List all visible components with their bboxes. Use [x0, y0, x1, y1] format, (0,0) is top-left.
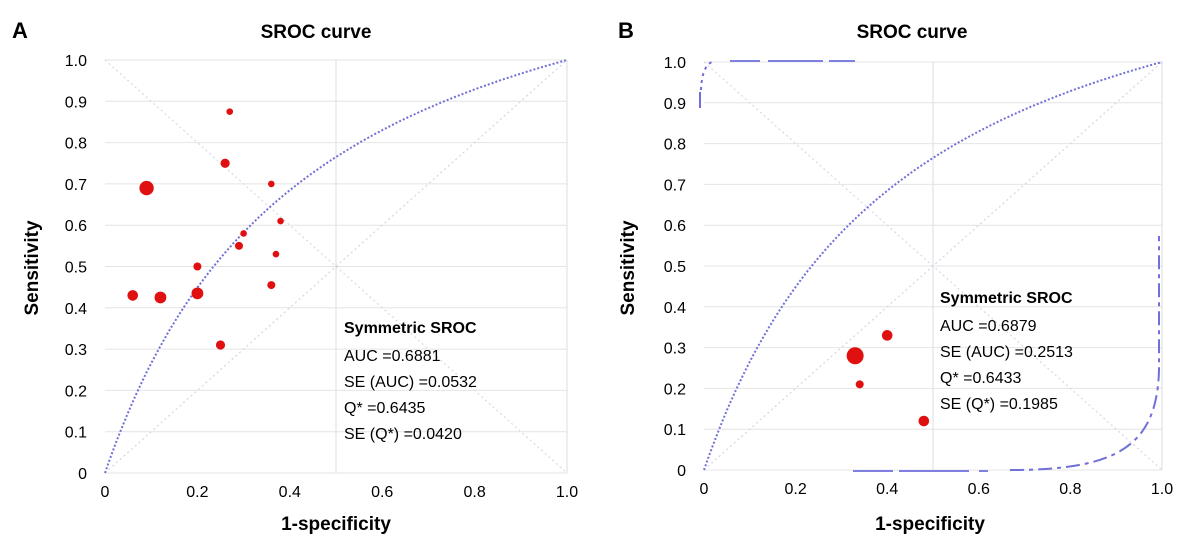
- x-tick-label: 0: [101, 484, 110, 501]
- x-tick-label: 0.4: [876, 481, 898, 498]
- y-tick-label: 0.9: [664, 96, 686, 113]
- study-point: [846, 347, 864, 365]
- study-points-a: [127, 108, 284, 350]
- y-tick-label: 1.0: [65, 53, 87, 70]
- study-point: [226, 108, 234, 115]
- y-tick-label: 0.8: [65, 136, 87, 153]
- panel-letter-b: B: [618, 18, 634, 43]
- y-tick-label: 0.7: [65, 177, 87, 194]
- stats-title-a: Symmetric SROC: [344, 320, 477, 337]
- boundary-line: [700, 61, 713, 91]
- stats-title-b: Symmetric SROC: [940, 290, 1073, 307]
- y-tick-label: 0.6: [664, 218, 686, 235]
- x-tick-label: 0.2: [186, 484, 208, 501]
- study-point: [268, 180, 275, 188]
- stats-q-b: Q* =0.6433: [940, 370, 1022, 387]
- panel-letter-a: A: [12, 18, 28, 43]
- boundary-lines-b: [699, 60, 1160, 472]
- study-point: [918, 415, 930, 427]
- x-tick-labels-b: 0 0.2 0.4 0.6 0.8 1.0: [700, 481, 1174, 498]
- stats-se-auc-a: SE (AUC) =0.0532: [344, 374, 477, 391]
- y-tick-label: 0.1: [664, 422, 686, 439]
- y-tick-label: 0.7: [664, 177, 686, 194]
- chart-title-b: SROC curve: [857, 22, 968, 43]
- diagonals-b: [703, 61, 1163, 471]
- study-point: [191, 287, 204, 300]
- sroc-curve-b: [703, 61, 1163, 471]
- y-tick-label: 0.2: [664, 381, 686, 398]
- q-star-diagonal: [104, 59, 568, 474]
- x-tick-label: 1.0: [556, 484, 578, 501]
- study-point: [277, 217, 284, 225]
- y-tick-label: 0.5: [664, 259, 686, 276]
- x-axis-label-a: 1-specificity: [281, 514, 391, 535]
- panel-b: B SROC curve 0 0.2 0.4 0.6 0.8 1.0 0 0.1…: [618, 18, 1173, 535]
- x-tick-label: 0.6: [968, 481, 990, 498]
- panel-a: A SROC curve 0 0.2 0.4 0.6 0.8 1.0 0 0.1…: [12, 18, 578, 535]
- y-tick-label: 0.2: [65, 383, 87, 400]
- study-point: [193, 262, 202, 271]
- x-tick-labels-a: 0 0.2 0.4 0.6 0.8 1.0: [101, 484, 579, 501]
- x-tick-label: 0.4: [279, 484, 301, 501]
- y-tick-label: 0.5: [65, 260, 87, 277]
- study-point: [855, 380, 864, 389]
- stats-box-a: Symmetric SROC AUC =0.6881 SE (AUC) =0.0…: [344, 320, 477, 443]
- chart-title-a: SROC curve: [261, 22, 372, 43]
- y-tick-label: 1.0: [664, 55, 686, 72]
- q-star-diagonal: [703, 61, 1163, 471]
- y-tick-label: 0.3: [65, 342, 87, 359]
- y-tick-label: 0.8: [664, 137, 686, 154]
- study-point: [267, 281, 276, 290]
- y-tick-label: 0: [78, 466, 87, 483]
- x-axis-label-b: 1-specificity: [875, 514, 985, 535]
- study-point: [139, 180, 154, 196]
- stats-auc-b: AUC =0.6879: [940, 318, 1037, 335]
- stats-auc-a: AUC =0.6881: [344, 348, 441, 365]
- study-point: [220, 158, 230, 168]
- study-point: [272, 250, 280, 258]
- study-points-b: [846, 330, 930, 427]
- sroc-curve-a: [104, 59, 568, 474]
- x-tick-label: 0.6: [371, 484, 393, 501]
- y-tick-label: 0.3: [664, 341, 686, 358]
- x-tick-label: 0.2: [784, 481, 806, 498]
- study-point: [234, 241, 243, 250]
- diagonals-a: [104, 59, 568, 474]
- grid-a: [105, 59, 568, 474]
- study-point: [881, 330, 893, 341]
- y-tick-label: 0: [677, 463, 686, 480]
- stats-box-b: Symmetric SROC AUC =0.6879 SE (AUC) =0.2…: [940, 290, 1073, 413]
- y-tick-label: 0.4: [65, 301, 87, 318]
- study-point: [215, 340, 226, 350]
- stats-q-a: Q* =0.6435: [344, 400, 426, 417]
- study-point: [127, 290, 139, 301]
- y-tick-labels-a: 0 0.1 0.2 0.3 0.4 0.5 0.6 0.7 0.8 0.9 1.…: [65, 53, 87, 483]
- study-point: [240, 230, 247, 237]
- x-tick-label: 0.8: [1059, 481, 1081, 498]
- y-tick-labels-b: 0 0.1 0.2 0.3 0.4 0.5 0.6 0.7 0.8 0.9 1.…: [664, 55, 686, 480]
- y-tick-label: 0.4: [664, 300, 686, 317]
- study-point: [154, 291, 167, 304]
- boundary-line: [1009, 236, 1160, 471]
- stats-se-q-b: SE (Q*) =0.1985: [940, 396, 1058, 413]
- y-axis-label-a: Sensitivity: [22, 220, 43, 315]
- y-tick-label: 0.1: [65, 425, 87, 442]
- stats-se-q-a: SE (Q*) =0.0420: [344, 426, 462, 443]
- stats-se-auc-b: SE (AUC) =0.2513: [940, 344, 1073, 361]
- y-tick-label: 0.9: [65, 94, 87, 111]
- x-tick-label: 1.0: [1151, 481, 1173, 498]
- x-tick-label: 0.8: [463, 484, 485, 501]
- y-axis-label-b: Sensitivity: [618, 220, 639, 315]
- x-tick-label: 0: [700, 481, 709, 498]
- y-tick-label: 0.6: [65, 218, 87, 235]
- chance-diagonal: [104, 59, 568, 474]
